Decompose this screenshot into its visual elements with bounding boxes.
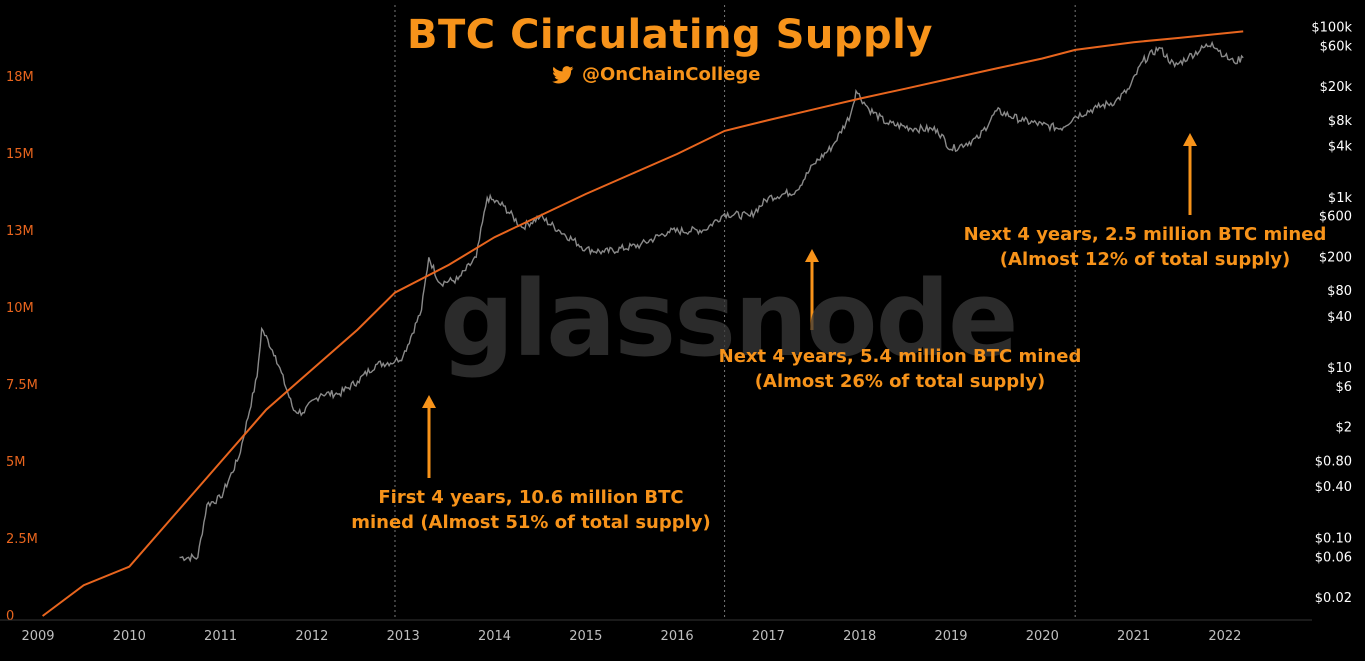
right-tick-label: $4k: [1328, 139, 1353, 154]
right-tick-label: $8k: [1328, 114, 1353, 129]
left-tick-label: 0: [6, 609, 14, 624]
arrow-second: [805, 249, 819, 330]
twitter-handle-text[interactable]: @OnChainCollege: [582, 64, 761, 85]
right-tick-label: $0.80: [1315, 455, 1352, 470]
x-tick-label: 2014: [478, 629, 511, 644]
annotation-first-line1: First 4 years, 10.6 million BTC: [378, 487, 684, 508]
right-tick-label: $20k: [1320, 80, 1353, 95]
left-tick-label: 15M: [6, 147, 34, 162]
right-tick-label: $1k: [1328, 191, 1353, 206]
x-tick-label: 2010: [113, 629, 146, 644]
annotation-second-line2: (Almost 26% of total supply): [754, 371, 1046, 392]
x-tick-label: 2021: [1117, 629, 1150, 644]
left-axis-ticks: 0 2.5M 5M 7.5M 10M 13M 15M 18M: [6, 70, 38, 624]
x-tick-label: 2013: [387, 629, 420, 644]
x-tick-label: 2018: [843, 629, 876, 644]
right-tick-label: $100k: [1311, 20, 1352, 35]
left-tick-label: 2.5M: [6, 532, 38, 547]
x-tick-label: 2012: [295, 629, 328, 644]
right-tick-label: $6: [1335, 380, 1352, 395]
x-tick-label: 2022: [1208, 629, 1241, 644]
x-tick-label: 2015: [569, 629, 602, 644]
right-tick-label: $0.40: [1315, 480, 1352, 495]
annotation-first: First 4 years, 10.6 million BTC mined (A…: [346, 485, 716, 535]
left-tick-label: 5M: [6, 455, 26, 470]
twitter-bird-icon: [552, 65, 574, 83]
right-tick-label: $2: [1335, 421, 1352, 436]
x-tick-label: 2016: [661, 629, 694, 644]
chart-title: BTC Circulating Supply: [407, 12, 933, 58]
right-tick-label: $0.02: [1315, 591, 1352, 606]
price-series-line: [179, 40, 1244, 563]
left-tick-label: 18M: [6, 70, 34, 85]
x-tick-label: 2009: [21, 629, 54, 644]
twitter-handle[interactable]: @OnChainCollege: [552, 64, 761, 85]
x-tick-label: 2019: [934, 629, 967, 644]
supply-series-line: [42, 30, 1244, 617]
right-axis-ticks: $100k $60k $20k $8k $4k $1k $600 $200 $80 $40 $10 $…: [1311, 20, 1352, 606]
left-tick-label: 7.5M: [6, 378, 38, 393]
annotation-second: Next 4 years, 5.4 million BTC mined (Alm…: [700, 344, 1100, 394]
left-tick-label: 13M: [6, 224, 34, 239]
watermark: glassnode: [440, 258, 1019, 380]
right-tick-label: $80: [1327, 284, 1352, 299]
x-axis-ticks: 2009 2010 2011 2012 2013 2014 2015 2016 2017 2018…: [21, 629, 1241, 644]
annotation-second-line1: Next 4 years, 5.4 million BTC mined: [718, 346, 1082, 367]
right-tick-label: $10: [1327, 361, 1352, 376]
right-tick-label: $60k: [1320, 39, 1353, 54]
right-tick-label: $0.10: [1315, 531, 1352, 546]
arrow-third: [1183, 133, 1197, 215]
annotation-third: Next 4 years, 2.5 million BTC mined (Alm…: [955, 222, 1335, 272]
annotation-third-line2: (Almost 12% of total supply): [999, 249, 1291, 270]
right-tick-label: $0.06: [1315, 550, 1352, 565]
right-tick-label: $40: [1327, 310, 1352, 325]
x-tick-label: 2011: [204, 629, 237, 644]
right-tick-label: $200: [1319, 250, 1352, 265]
x-tick-label: 2017: [752, 629, 785, 644]
arrow-first: [422, 395, 436, 478]
left-tick-label: 10M: [6, 301, 34, 316]
annotation-first-line2: mined (Almost 51% of total supply): [351, 512, 711, 533]
right-tick-label: $600: [1319, 210, 1352, 225]
x-tick-label: 2020: [1026, 629, 1059, 644]
annotation-third-line1: Next 4 years, 2.5 million BTC mined: [963, 224, 1327, 245]
